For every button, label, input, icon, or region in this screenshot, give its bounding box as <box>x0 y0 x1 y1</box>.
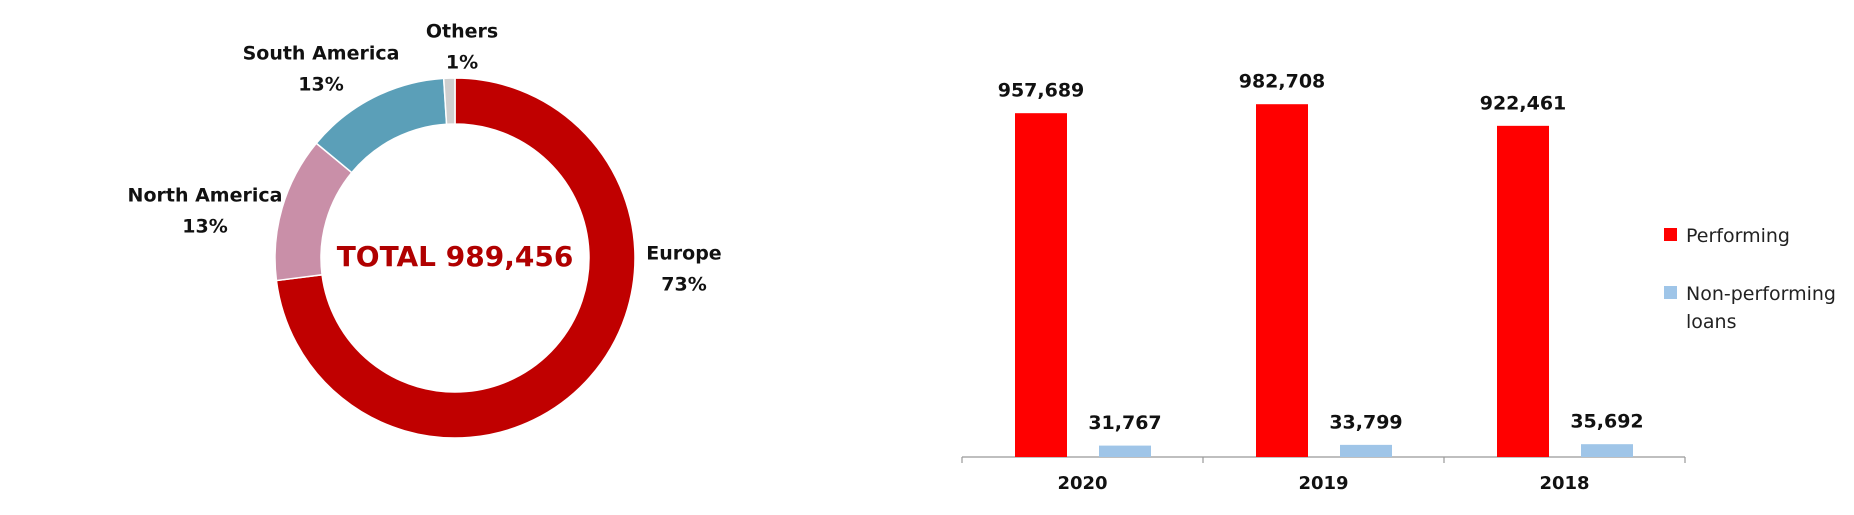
bar-value-label: 31,767 <box>1088 412 1161 434</box>
x-tick-label: 2020 <box>1057 473 1107 494</box>
donut-slice <box>442 77 456 126</box>
legend-swatch <box>1664 228 1677 241</box>
x-tick-label: 2019 <box>1298 473 1348 494</box>
bar <box>1340 444 1392 457</box>
legend-item: Non-performing loans <box>1664 280 1854 336</box>
slice-value-label: 1% <box>446 52 478 74</box>
bar <box>1497 125 1549 458</box>
slice-label: North America <box>128 185 283 207</box>
bar-value-label: 957,689 <box>998 80 1085 102</box>
legend-item: Performing <box>1664 222 1854 250</box>
x-tick-label: 2018 <box>1539 473 1589 494</box>
legend-label: Non-performing loans <box>1686 283 1836 333</box>
donut-center-label: TOTAL 989,456 <box>337 240 574 273</box>
bar <box>1256 104 1308 457</box>
donut-slice <box>275 77 636 439</box>
bar-value-label: 922,461 <box>1480 92 1567 114</box>
legend-label: Performing <box>1686 225 1790 247</box>
slice-value-label: 13% <box>298 74 343 96</box>
bar <box>1099 445 1151 457</box>
bar <box>1581 444 1633 457</box>
bar <box>1015 113 1067 458</box>
bar-value-label: 33,799 <box>1329 411 1402 433</box>
slice-label: Others <box>426 21 498 43</box>
slice-value-label: 13% <box>182 216 227 238</box>
slice-value-label: 73% <box>661 274 706 296</box>
bar-value-label: 35,692 <box>1570 411 1643 433</box>
legend-swatch <box>1664 286 1677 299</box>
bar-value-label: 982,708 <box>1239 71 1326 93</box>
slice-label: Europe <box>646 243 721 265</box>
slice-label: South America <box>243 43 400 65</box>
